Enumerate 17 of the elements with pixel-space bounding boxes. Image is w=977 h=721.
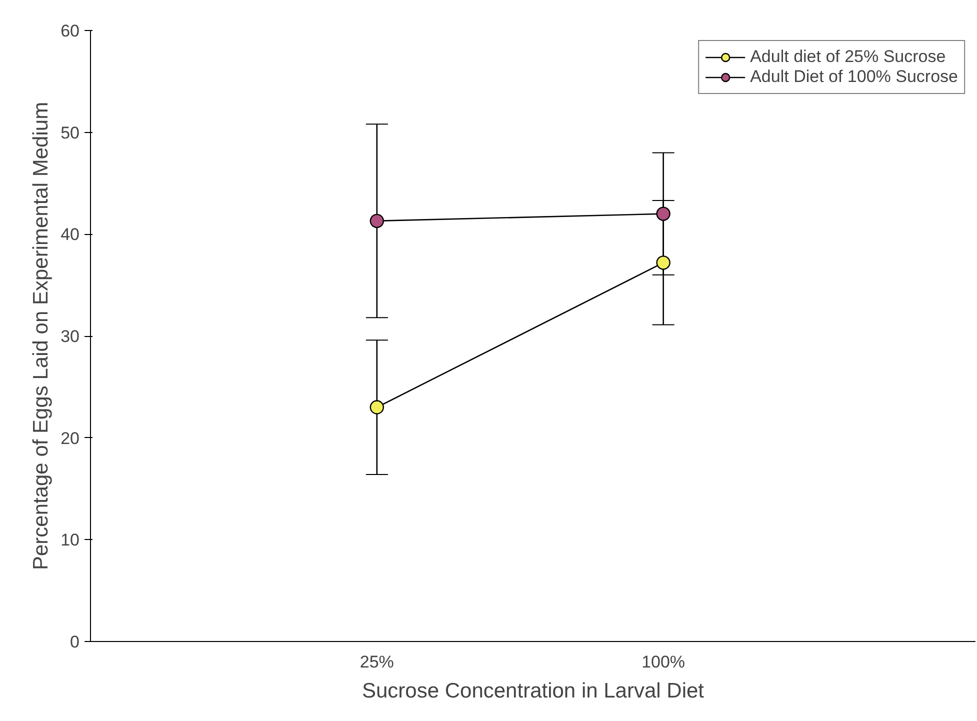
point	[370, 214, 384, 228]
x-axis-title: Sucrose Concentration in Larval Diet	[362, 680, 704, 702]
point	[656, 256, 670, 270]
point	[370, 400, 384, 414]
y-tick-label: 0	[70, 632, 80, 652]
legend-label: Adult Diet of 100% Sucrose	[750, 67, 958, 87]
x-tick-label: 25%	[360, 652, 394, 672]
y-axis-title: Percentage of Eggs Laid on Experimental Medium	[30, 102, 53, 570]
legend-label: Adult diet of 25% Sucrose	[750, 47, 946, 67]
y-tick-label: 20	[60, 428, 80, 448]
x-tick-label: 100%	[642, 652, 686, 672]
point	[656, 206, 670, 221]
y-tick-label: 40	[60, 225, 80, 244]
y-tick-label: 10	[60, 530, 80, 550]
y-tick-label: 30	[60, 327, 80, 346]
y-tick-label: 50	[60, 123, 80, 142]
y-tick-label: 60	[60, 22, 80, 40]
